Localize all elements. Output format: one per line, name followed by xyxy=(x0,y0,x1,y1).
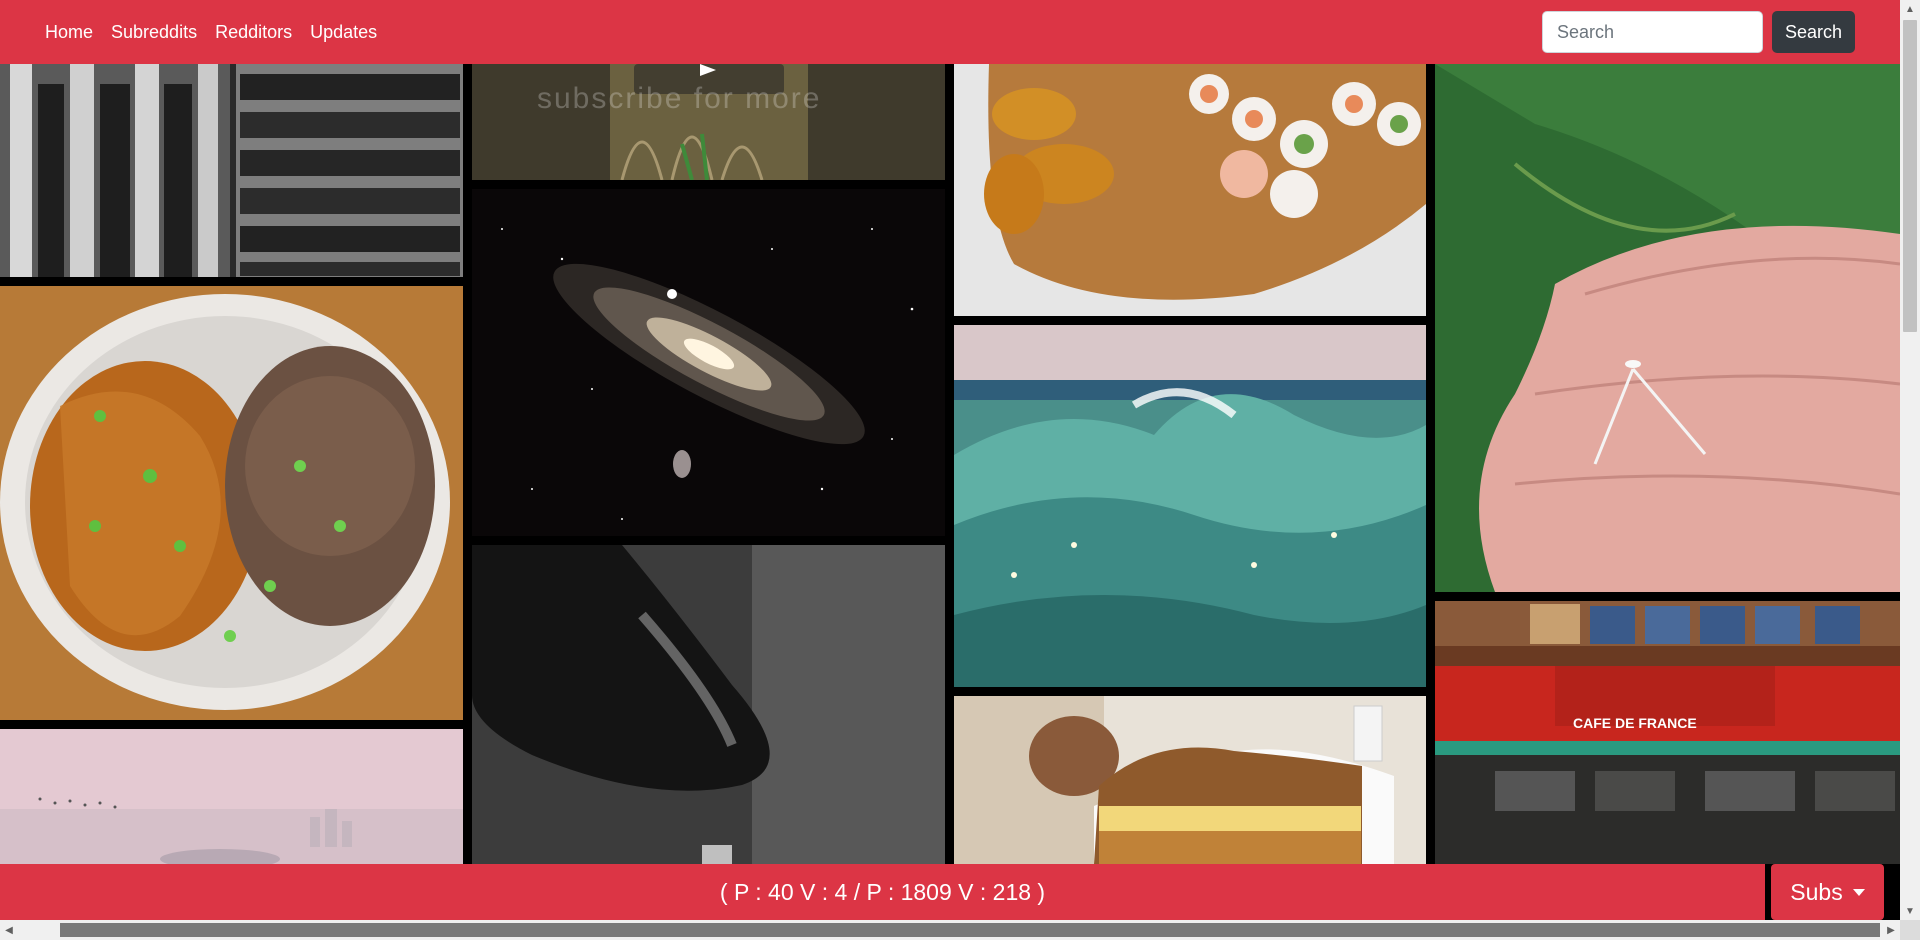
image-gallery: subscribe for more xyxy=(0,64,1900,864)
gallery-image-sushi[interactable] xyxy=(954,64,1426,316)
vertical-scrollbar[interactable]: ▲ ▼ xyxy=(1900,0,1920,920)
subs-label: Subs xyxy=(1790,878,1843,905)
pagination-status: ( P : 40 V : 4 / P : 1809 V : 218 ) xyxy=(719,878,1046,905)
horizontal-scroll-thumb[interactable] xyxy=(60,923,1880,937)
nav-link-subreddits[interactable]: Subreddits xyxy=(111,21,198,42)
gallery-image-building[interactable] xyxy=(0,64,463,277)
subs-dropdown-button[interactable]: Subs xyxy=(1771,864,1884,920)
scroll-right-arrow-icon[interactable]: ▶ xyxy=(1887,924,1895,936)
search-form: Search xyxy=(1541,11,1855,53)
horizontal-scrollbar[interactable]: ◀ ▶ xyxy=(0,920,1900,940)
gallery-image-city-sky[interactable] xyxy=(0,729,463,864)
bottom-bar: ( P : 40 V : 4 / P : 1809 V : 218 ) Subs xyxy=(0,864,1900,920)
gallery-image-grilled-cheese[interactable] xyxy=(954,696,1426,864)
video-overlay-text: subscribe for more xyxy=(537,82,822,115)
gallery-image-wave-painting[interactable] xyxy=(954,325,1426,687)
scroll-left-arrow-icon[interactable]: ◀ xyxy=(5,924,13,936)
gallery-image-insect-hand[interactable] xyxy=(1435,64,1900,592)
gallery-video-thumbnail[interactable]: subscribe for more xyxy=(472,64,945,180)
caret-down-icon xyxy=(1852,888,1865,896)
scrollbar-corner xyxy=(1900,920,1920,940)
gallery-image-vessel[interactable] xyxy=(472,545,945,864)
nav-link-redditors[interactable]: Redditors xyxy=(215,21,293,42)
search-input[interactable] xyxy=(1541,11,1763,53)
status-area: ( P : 40 V : 4 / P : 1809 V : 218 ) xyxy=(0,864,1765,920)
gallery-image-noodles[interactable] xyxy=(0,286,463,720)
scroll-up-arrow-icon[interactable]: ▲ xyxy=(1905,3,1915,15)
nav-links: Home Subreddits Redditors Updates xyxy=(45,22,377,43)
search-button[interactable]: Search xyxy=(1771,11,1855,53)
top-navbar: Home Subreddits Redditors Updates Search xyxy=(0,0,1900,64)
cafe-sign-text: CAFE DE FRANCE xyxy=(1573,715,1697,731)
nav-link-home[interactable]: Home xyxy=(45,21,94,42)
scroll-down-arrow-icon[interactable]: ▼ xyxy=(1905,905,1915,917)
vertical-scroll-thumb[interactable] xyxy=(1903,20,1917,332)
gallery-image-galaxy[interactable] xyxy=(472,189,945,536)
nav-link-updates[interactable]: Updates xyxy=(310,21,378,42)
gallery-image-cafe[interactable]: CAFE DE FRANCE xyxy=(1435,601,1900,864)
